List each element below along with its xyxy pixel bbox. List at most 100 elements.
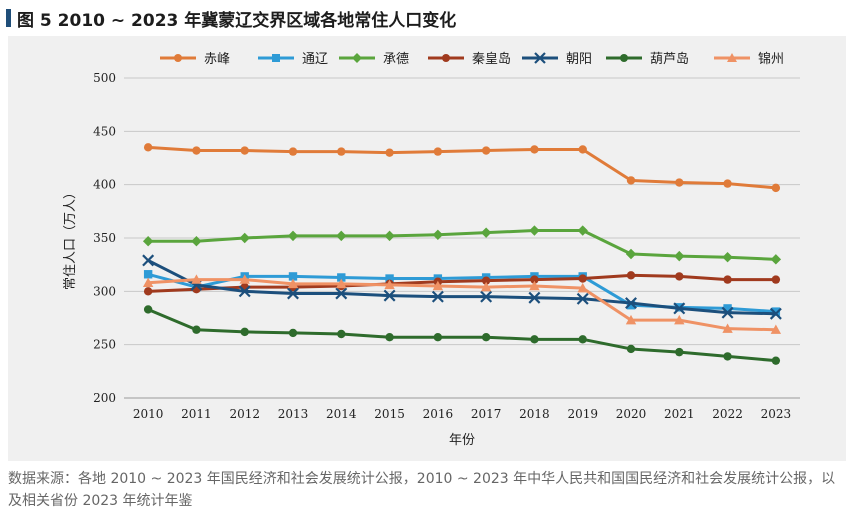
data-point-赤峰 [771, 183, 781, 193]
data-point-承德 [142, 236, 154, 247]
legend-marker-通辽 [272, 54, 280, 62]
series-line-承德 [148, 229, 776, 261]
legend-label-承德: 承德 [383, 52, 409, 67]
data-point-朝阳 [721, 306, 734, 319]
data-point-朝阳 [287, 287, 299, 300]
legend-marker-秦皇岛 [442, 54, 450, 62]
data-point-葫芦岛 [723, 352, 732, 361]
data-point-葫芦岛 [530, 335, 539, 344]
x-tick-label: 2014 [326, 407, 357, 421]
data-point-朝阳 [480, 290, 493, 303]
legend-label-葫芦岛: 葫芦岛 [650, 51, 689, 67]
data-point-朝阳 [335, 287, 348, 300]
y-tick-label: 450 [93, 124, 116, 138]
x-tick-label: 2011 [181, 407, 212, 421]
x-tick-label: 2021 [664, 407, 695, 421]
data-point-秦皇岛 [626, 271, 636, 280]
data-point-葫芦岛 [481, 333, 491, 342]
data-point-赤峰 [192, 146, 201, 155]
data-point-葫芦岛 [675, 347, 684, 357]
data-point-承德 [480, 227, 492, 238]
y-tick-label: 500 [93, 71, 116, 85]
data-point-锦州 [142, 277, 154, 287]
data-point-通辽 [723, 304, 732, 313]
data-point-锦州 [625, 314, 637, 325]
data-point-通辽 [771, 307, 781, 316]
data-point-秦皇岛 [578, 274, 587, 283]
y-tick-label: 400 [93, 178, 116, 192]
x-tick-label: 2016 [423, 407, 454, 421]
x-tick-label: 2023 [761, 407, 792, 421]
data-point-承德 [770, 254, 782, 265]
y-tick-label: 200 [93, 391, 116, 405]
data-point-赤峰 [723, 179, 732, 188]
series-line-葫芦岛 [147, 308, 776, 363]
x-tick-label: 2010 [133, 407, 164, 421]
chart-panel: 200 250 300 350 400 450 500 2010 2011 2012 2013 201… [8, 36, 846, 461]
source-note: 数据来源：各地 2010 ~ 2023 年国民经济和社会发展统计公报，2010 … [8, 471, 836, 509]
data-point-锦州 [577, 282, 588, 293]
data-point-承德 [336, 230, 347, 242]
x-tick-label: 2022 [712, 407, 743, 421]
data-point-秦皇岛 [530, 275, 539, 284]
data-point-承德 [529, 225, 540, 236]
data-point-葫芦岛 [626, 344, 636, 354]
data-point-锦州 [480, 281, 492, 292]
data-point-锦州 [722, 323, 733, 333]
data-point-朝阳 [769, 307, 782, 320]
legend-label-锦州: 锦州 [758, 52, 784, 67]
legend-label-通辽: 通辽 [302, 52, 328, 67]
data-point-承德 [384, 230, 395, 242]
data-point-赤峰 [433, 147, 443, 156]
data-point-赤峰 [626, 176, 636, 185]
series-line-朝阳 [147, 259, 776, 316]
data-point-赤峰 [337, 147, 346, 156]
legend-marker-朝阳 [534, 52, 546, 64]
data-point-锦州 [384, 279, 395, 290]
data-point-通辽 [337, 273, 346, 282]
data-point-赤峰 [530, 145, 539, 154]
data-point-朝阳 [142, 254, 155, 267]
data-point-锦州 [287, 278, 299, 289]
data-point-葫芦岛 [578, 335, 587, 344]
legend-marker-赤峰 [174, 54, 182, 62]
x-tick-label: 2013 [278, 407, 309, 421]
data-point-承德 [577, 225, 588, 236]
data-point-葫芦岛 [337, 329, 346, 339]
data-point-葫芦岛 [288, 328, 298, 338]
data-point-葫芦岛 [240, 327, 249, 337]
data-point-朝阳 [383, 289, 396, 302]
data-point-朝阳 [431, 290, 444, 303]
data-point-秦皇岛 [771, 275, 781, 284]
y-tick-label: 350 [93, 231, 116, 245]
x-tick-label: 2018 [519, 407, 550, 421]
series-line-赤峰 [148, 145, 776, 190]
data-point-赤峰 [143, 143, 153, 152]
y-tick-label: 300 [93, 284, 116, 298]
y-tick-label: 250 [93, 338, 116, 352]
data-point-锦州 [529, 280, 540, 291]
data-point-朝阳 [625, 297, 637, 310]
data-point-承德 [191, 236, 202, 247]
x-tick-label: 2019 [567, 407, 598, 421]
data-point-葫芦岛 [192, 325, 201, 334]
data-point-承德 [722, 252, 733, 263]
data-point-葫芦岛 [385, 333, 394, 342]
data-point-承德 [287, 230, 299, 242]
series-line-秦皇岛 [148, 273, 776, 293]
data-point-锦州 [674, 314, 685, 325]
data-point-锦州 [432, 280, 444, 291]
data-point-秦皇岛 [723, 275, 732, 284]
x-tick-label: 2012 [229, 407, 260, 421]
data-point-葫芦岛 [433, 333, 443, 342]
figure-title-text: 图 5 2010 ~ 2023 年冀蒙辽交界区域各地常住人口变化 [17, 10, 457, 31]
series-line-锦州 [148, 278, 776, 332]
legend-label-赤峰: 赤峰 [204, 52, 230, 67]
data-point-赤峰 [481, 146, 491, 155]
figure-title: 图 5 2010 ~ 2023 年冀蒙辽交界区域各地常住人口变化 [6, 6, 457, 31]
data-point-通辽 [288, 272, 298, 281]
data-point-葫芦岛 [771, 356, 781, 365]
data-point-赤峰 [578, 145, 587, 154]
data-point-朝阳 [576, 292, 589, 305]
data-point-朝阳 [238, 285, 251, 298]
